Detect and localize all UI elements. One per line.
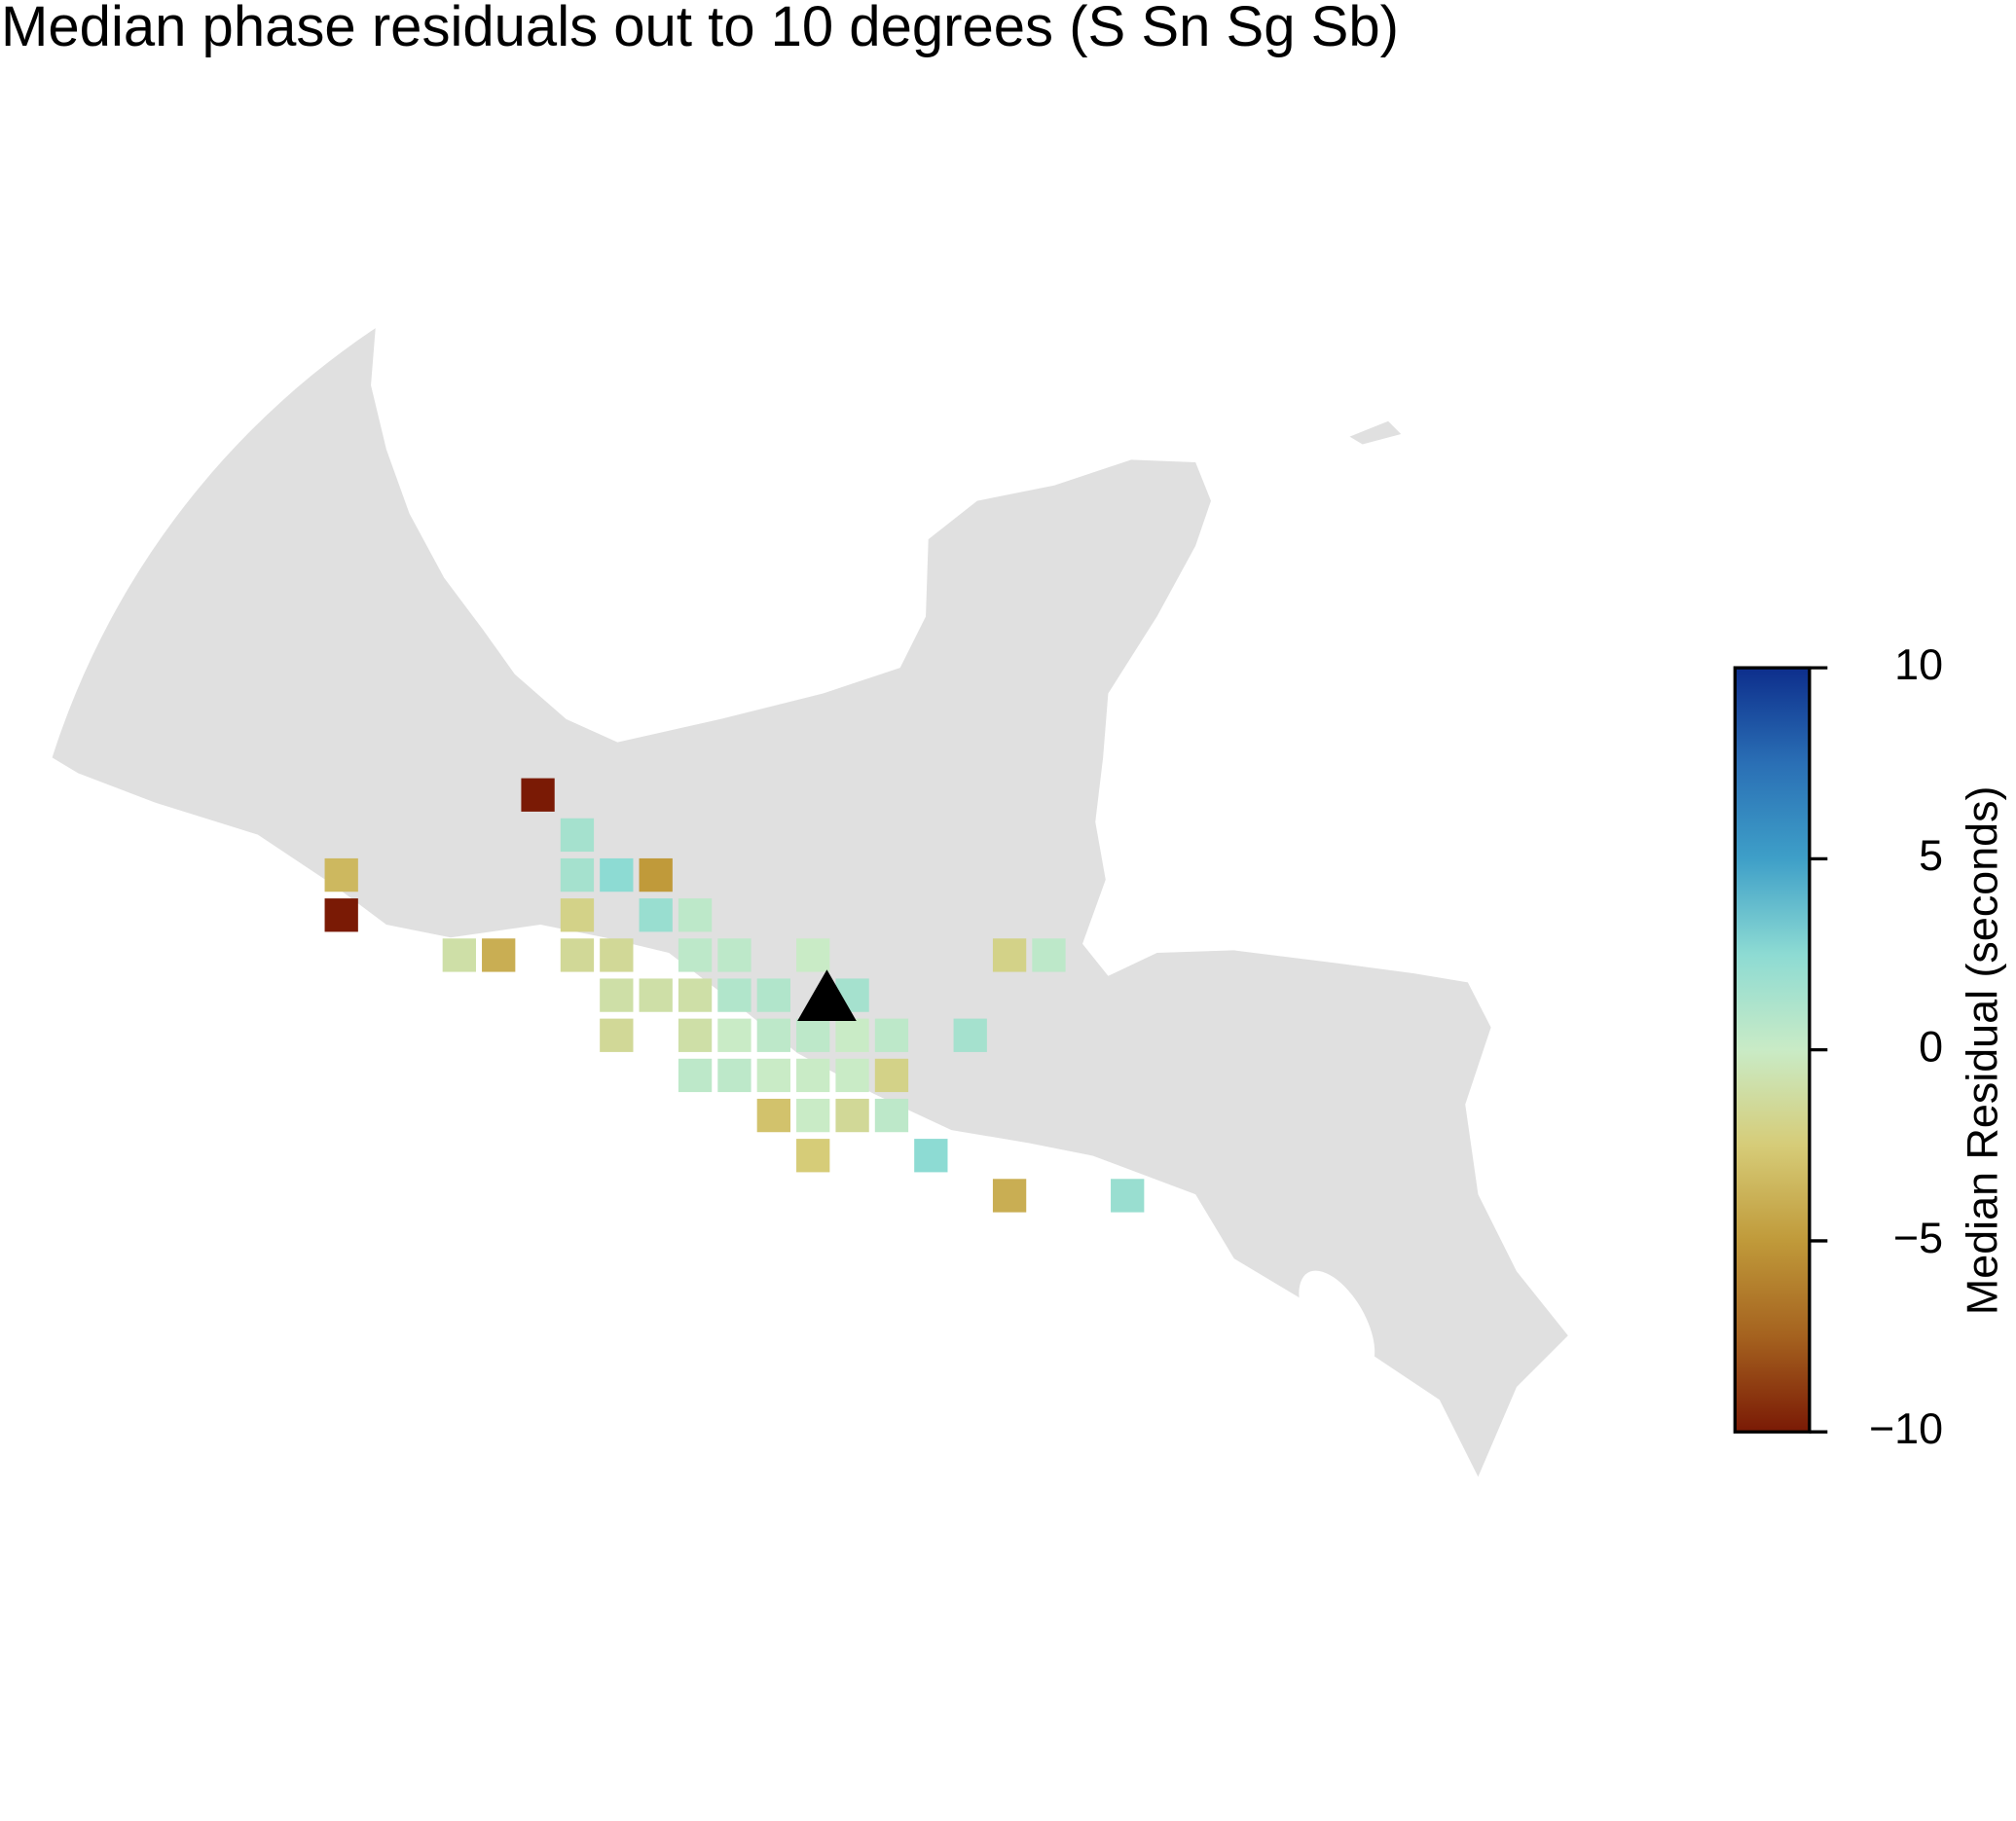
- cell: [678, 1018, 713, 1052]
- cell: [560, 898, 595, 932]
- cell: [835, 1058, 869, 1093]
- cell: [756, 1098, 790, 1133]
- cell: [874, 1058, 909, 1093]
- cell: [639, 857, 673, 892]
- cell: [1111, 1179, 1145, 1213]
- cell: [678, 978, 713, 1012]
- cell: [717, 1018, 751, 1052]
- cell: [521, 778, 555, 812]
- cell: [796, 1018, 830, 1052]
- cell: [796, 1098, 830, 1133]
- cell: [835, 1098, 869, 1133]
- cell: [678, 898, 713, 932]
- colorbar-label: Median Residual (seconds): [1957, 786, 2006, 1316]
- cell: [992, 1179, 1027, 1213]
- cell: [600, 1018, 634, 1052]
- cell: [717, 978, 751, 1012]
- chart-title: Median phase residuals out to 10 degrees…: [1, 0, 1399, 58]
- cell: [992, 938, 1027, 972]
- cell: [914, 1139, 948, 1173]
- cell: [1032, 938, 1066, 972]
- colorbar: [1733, 666, 1812, 1434]
- cell: [874, 1018, 909, 1052]
- cell: [835, 1018, 869, 1052]
- cell: [600, 857, 634, 892]
- cell: [796, 938, 830, 972]
- cell: [482, 938, 516, 972]
- cell: [442, 938, 476, 972]
- lake: [1299, 1270, 1375, 1375]
- land-mass: [14, 320, 1568, 1477]
- cell: [756, 978, 790, 1012]
- cell: [600, 978, 634, 1012]
- colorbar-tick-label: 5: [1919, 830, 1943, 880]
- cell: [600, 938, 634, 972]
- cell: [717, 938, 751, 972]
- cell: [560, 818, 595, 853]
- land: [14, 320, 1568, 1477]
- cell: [874, 1098, 909, 1133]
- colorbar-tick-label: −10: [1869, 1403, 1943, 1453]
- cell: [953, 1018, 987, 1052]
- colorbar-tick-label: 10: [1894, 639, 1943, 689]
- colorbar-tick-label: 0: [1919, 1022, 1943, 1072]
- island: [1349, 420, 1402, 445]
- cell: [756, 1018, 790, 1052]
- colorbar-tick-label: −5: [1893, 1213, 1943, 1262]
- cell: [756, 1058, 790, 1093]
- cell: [639, 978, 673, 1012]
- cell: [796, 1139, 830, 1173]
- cell: [796, 1058, 830, 1093]
- cell: [678, 938, 713, 972]
- cell: [560, 857, 595, 892]
- cell: [560, 938, 595, 972]
- cell: [717, 1058, 751, 1093]
- cell: [678, 1058, 713, 1093]
- station-marker: [797, 969, 857, 1021]
- cell: [324, 857, 358, 892]
- cell: [324, 898, 358, 932]
- cell: [639, 898, 673, 932]
